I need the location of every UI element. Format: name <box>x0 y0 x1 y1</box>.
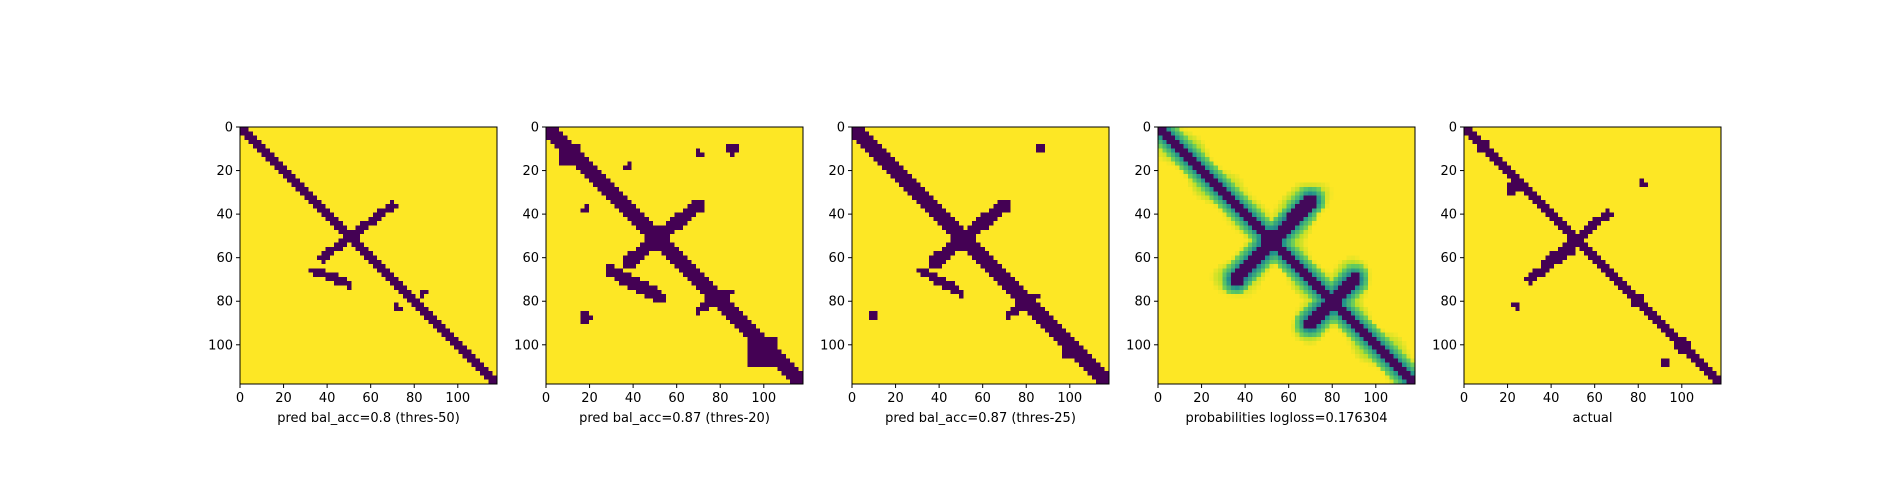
heatmap-image <box>852 127 1110 385</box>
x-tick-label: 20 <box>1193 391 1210 406</box>
x-tick-label: 60 <box>668 391 685 406</box>
y-tick-label: 40 <box>1134 208 1151 223</box>
x-tick-label: 60 <box>362 391 379 406</box>
x-tick-label: 80 <box>1630 391 1647 406</box>
x-tick-label: 20 <box>887 391 904 406</box>
heatmap-image <box>546 127 804 385</box>
y-tick-label: 100 <box>514 338 539 353</box>
x-tick-label: 0 <box>1460 391 1468 406</box>
heatmap-panel-4: 0 20 40 60 80 100 0 20 40 60 80 100 probabilities lo… <box>1126 121 1416 426</box>
x-tick-label: 40 <box>1237 391 1254 406</box>
y-tick-label: 20 <box>216 164 233 179</box>
heatmap-panel-1: 0 20 40 60 80 100 0 20 40 60 80 100 pred bal_acc=0.8… <box>208 121 498 426</box>
y-tick-label: 20 <box>828 164 845 179</box>
y-tick-label: 80 <box>828 295 845 310</box>
plot-frame <box>1463 126 1722 385</box>
x-tick-label: 100 <box>445 391 470 406</box>
y-tick-label: 0 <box>531 121 539 136</box>
x-tick-label: 40 <box>625 391 642 406</box>
x-tick-label: 80 <box>712 391 729 406</box>
x-tick-label: 100 <box>1057 391 1082 406</box>
x-tick-label: 80 <box>406 391 423 406</box>
plot-frame <box>851 126 1110 385</box>
y-tick-label: 100 <box>1126 338 1151 353</box>
y-tick-label: 40 <box>1440 208 1457 223</box>
heatmap-panel-2: 0 20 40 60 80 100 0 20 40 60 80 100 pred bal_acc=0.8… <box>514 121 804 426</box>
x-tick-label: 60 <box>1280 391 1297 406</box>
x-axis-label: pred bal_acc=0.87 (thres-20) <box>579 411 770 426</box>
plot-frame <box>1157 126 1416 385</box>
x-tick-label: 0 <box>848 391 856 406</box>
x-tick-label: 40 <box>319 391 336 406</box>
y-tick-label: 0 <box>837 121 845 136</box>
x-tick-label: 80 <box>1018 391 1035 406</box>
y-tick-label: 40 <box>216 208 233 223</box>
x-tick-label: 100 <box>1669 391 1694 406</box>
x-axis-label: actual <box>1572 411 1612 426</box>
y-tick-label: 60 <box>522 251 539 266</box>
x-tick-label: 20 <box>275 391 292 406</box>
y-tick-label: 60 <box>1440 251 1457 266</box>
y-tick-label: 80 <box>216 295 233 310</box>
y-tick-label: 80 <box>522 295 539 310</box>
x-tick-label: 0 <box>542 391 550 406</box>
heatmap-image <box>1464 127 1722 385</box>
y-tick-label: 20 <box>1440 164 1457 179</box>
y-tick-label: 100 <box>820 338 845 353</box>
y-tick-label: 100 <box>1432 338 1457 353</box>
y-tick-label: 0 <box>1143 121 1151 136</box>
plot-frame <box>545 126 804 385</box>
y-tick-label: 20 <box>522 164 539 179</box>
x-tick-label: 20 <box>581 391 598 406</box>
x-axis-label: pred bal_acc=0.87 (thres-25) <box>885 411 1076 426</box>
x-tick-label: 40 <box>1543 391 1560 406</box>
x-tick-label: 20 <box>1499 391 1516 406</box>
y-tick-label: 60 <box>828 251 845 266</box>
heatmap-panel-5: 0 20 40 60 80 100 0 20 40 60 80 100 actual <box>1432 121 1722 426</box>
y-tick-label: 20 <box>1134 164 1151 179</box>
y-tick-label: 60 <box>216 251 233 266</box>
x-axis-label: pred bal_acc=0.8 (thres-50) <box>277 411 460 426</box>
heatmap-panel-3: 0 20 40 60 80 100 0 20 40 60 80 100 pred bal_acc=0.8… <box>820 121 1110 426</box>
x-axis-label: probabilities logloss=0.176304 <box>1185 411 1387 426</box>
x-tick-label: 60 <box>1586 391 1603 406</box>
y-tick-label: 40 <box>828 208 845 223</box>
x-tick-label: 60 <box>974 391 991 406</box>
y-tick-label: 40 <box>522 208 539 223</box>
x-tick-label: 0 <box>1154 391 1162 406</box>
x-tick-label: 40 <box>931 391 948 406</box>
plot-frame <box>239 126 498 385</box>
x-tick-label: 80 <box>1324 391 1341 406</box>
heatmap-image <box>240 127 498 385</box>
x-tick-label: 100 <box>1363 391 1388 406</box>
heatmap-image <box>1158 127 1416 385</box>
x-tick-label: 100 <box>751 391 776 406</box>
y-tick-label: 0 <box>1449 121 1457 136</box>
y-tick-label: 60 <box>1134 251 1151 266</box>
y-tick-label: 80 <box>1440 295 1457 310</box>
x-tick-label: 0 <box>236 391 244 406</box>
y-tick-label: 100 <box>208 338 233 353</box>
y-tick-label: 80 <box>1134 295 1151 310</box>
y-tick-label: 0 <box>225 121 233 136</box>
